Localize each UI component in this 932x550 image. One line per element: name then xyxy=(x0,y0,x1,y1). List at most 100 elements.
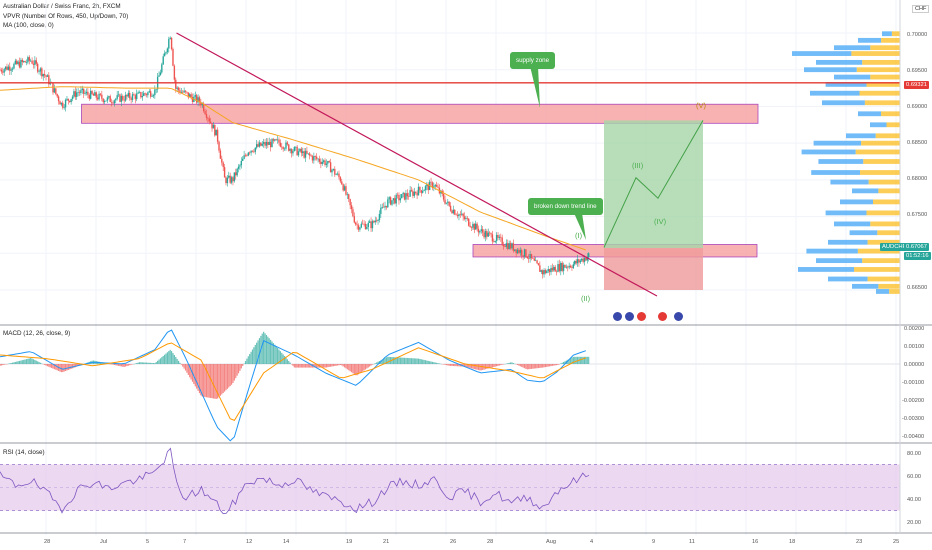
candle-body xyxy=(357,225,360,230)
candle-body xyxy=(574,260,576,265)
volume-profile-down xyxy=(862,258,900,264)
macd-histogram-bar xyxy=(438,363,441,364)
candle-body xyxy=(543,270,545,275)
candle-body xyxy=(352,209,354,217)
event-flag-icon[interactable] xyxy=(625,312,634,321)
macd-histogram-bar xyxy=(161,357,163,364)
wave-label-3: (III) xyxy=(632,161,644,170)
candle-body xyxy=(462,213,464,217)
candle-body xyxy=(572,264,575,268)
candle-body xyxy=(384,205,386,208)
macd-histogram-bar xyxy=(244,361,247,364)
candle-body xyxy=(420,190,422,193)
candle-body xyxy=(487,232,489,237)
macd-histogram-bar xyxy=(274,344,276,364)
wave-label-1: (I) xyxy=(575,231,583,240)
macd-histogram-bar xyxy=(369,364,371,367)
volume-profile-down xyxy=(881,111,900,117)
candle-body xyxy=(57,96,60,102)
candle-body xyxy=(285,142,287,149)
macd-histogram-bar xyxy=(172,353,174,364)
macd-histogram-bar xyxy=(417,358,420,364)
macd-histogram-bar xyxy=(383,358,385,364)
macd-histogram-bar xyxy=(586,356,588,364)
candle-body xyxy=(327,161,329,164)
supply-zone-callout[interactable]: supply zone xyxy=(510,52,556,69)
volume-profile-down xyxy=(870,74,900,80)
event-flag-icon[interactable] xyxy=(674,312,683,321)
candle-body xyxy=(180,91,183,93)
macd-histogram-bar xyxy=(433,362,435,364)
event-flag-icon[interactable] xyxy=(613,312,622,321)
currency-badge[interactable]: CHF xyxy=(912,5,930,13)
macd-histogram-bar xyxy=(448,364,450,366)
macd-histogram-bar xyxy=(38,362,40,364)
candle-body xyxy=(557,264,559,272)
candle-body xyxy=(328,161,330,163)
event-flag-icon[interactable] xyxy=(637,312,646,321)
macd-histogram-bar xyxy=(406,357,408,364)
candle-body xyxy=(311,156,314,161)
macd-histogram-bar xyxy=(381,359,383,364)
candle-body xyxy=(123,99,125,101)
candle-body xyxy=(168,39,170,49)
candle-body xyxy=(113,100,116,104)
candle-body xyxy=(505,243,508,247)
horizontal-line-price-label: 0.69321 xyxy=(904,81,929,89)
candle-body xyxy=(91,90,93,94)
macd-histogram-bar xyxy=(519,364,521,367)
event-flag-icon[interactable] xyxy=(658,312,667,321)
candle-body xyxy=(159,72,162,76)
vpvr-legend[interactable]: VPVR (Number Of Rows, 450, Up/Down, 70) xyxy=(3,13,129,20)
macd-histogram-bar xyxy=(523,364,526,369)
volume-profile-up xyxy=(810,90,860,96)
grid-lines xyxy=(0,0,900,535)
macd-histogram-bar xyxy=(288,360,290,364)
broken-trend-callout[interactable]: broken down trend line xyxy=(528,198,603,215)
macd-histogram-bar xyxy=(376,362,378,364)
candle-body xyxy=(244,155,247,156)
candle-body xyxy=(161,64,163,73)
candle-body xyxy=(373,221,375,223)
macd-histogram-bar xyxy=(30,358,32,364)
macd-histogram-bar xyxy=(522,364,524,368)
macd-histogram-bar xyxy=(476,364,478,370)
macd-histogram-bar xyxy=(325,364,328,368)
macd-histogram-bar xyxy=(342,364,344,367)
candle-body xyxy=(130,98,132,100)
candle-body xyxy=(579,260,582,263)
candle-body xyxy=(447,201,449,203)
candle-body xyxy=(16,60,18,65)
macd-histogram-bar xyxy=(472,364,474,369)
macd-histogram-bar xyxy=(412,358,414,364)
macd-histogram-bar xyxy=(115,364,117,366)
candle-body xyxy=(430,181,432,183)
macd-histogram-bar xyxy=(574,356,576,364)
candle-body xyxy=(265,141,268,146)
candle-body xyxy=(250,150,252,153)
candle-body xyxy=(149,91,152,97)
candle-body xyxy=(364,223,367,230)
macd-histogram-bar xyxy=(334,364,336,366)
macd-legend[interactable]: MACD (12, 26, close, 9) xyxy=(3,330,71,337)
volume-profile-up xyxy=(834,45,871,51)
macd-histogram-bar xyxy=(219,364,222,396)
candle-body xyxy=(290,149,293,154)
candle-body xyxy=(29,60,32,62)
macd-histogram-bar xyxy=(270,339,272,364)
candle-body xyxy=(525,249,527,257)
macd-histogram-bar xyxy=(557,364,559,365)
macd-histogram-bar xyxy=(264,333,266,364)
volume-profile-down xyxy=(851,51,900,56)
candle-body xyxy=(190,94,192,97)
candle-body xyxy=(28,57,30,61)
rsi-legend[interactable]: RSI (14, close) xyxy=(3,449,45,456)
ma-legend[interactable]: MA (100, close, 0) xyxy=(3,22,54,29)
macd-histogram-bar xyxy=(480,364,482,371)
candle-body xyxy=(200,102,202,106)
macd-histogram-bar xyxy=(277,347,279,364)
candle-body xyxy=(474,223,477,230)
candle-body xyxy=(458,214,460,217)
macd-histogram-bar xyxy=(16,361,18,364)
